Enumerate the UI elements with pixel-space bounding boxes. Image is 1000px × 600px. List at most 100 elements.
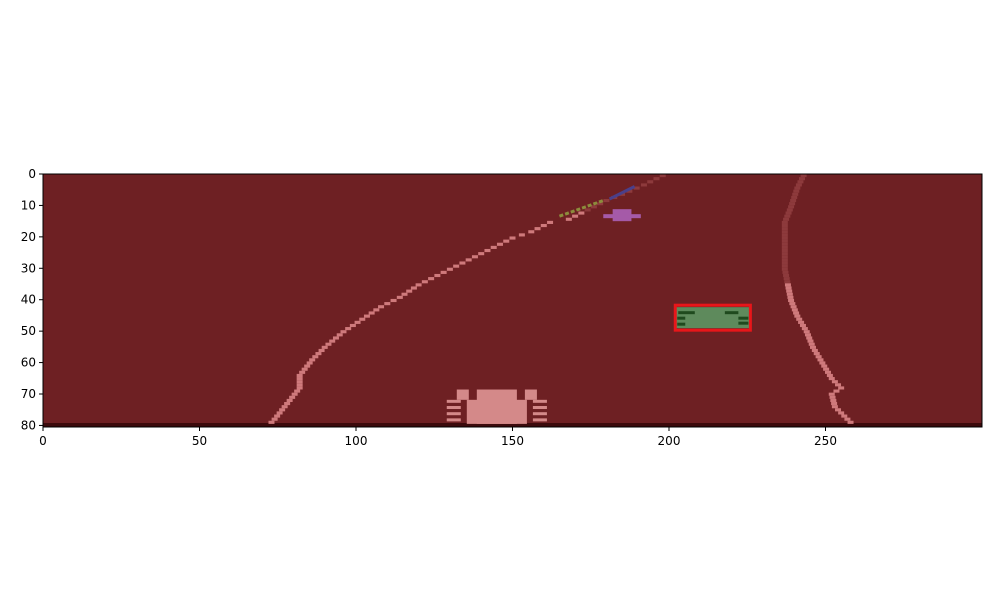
left-lane-segment (626, 189, 633, 193)
right-lane-segment (806, 336, 813, 340)
y-tick-label: 80 (21, 418, 36, 432)
x-tick-label: 100 (345, 434, 368, 448)
left-lane-segment (603, 198, 610, 203)
right-lane-segment (781, 236, 788, 240)
right-lane-segment (785, 286, 792, 290)
right-lane-segment (825, 370, 832, 374)
y-tick-label: 70 (21, 387, 36, 401)
left-lane-segment (547, 220, 554, 224)
left-lane-segment (572, 214, 579, 218)
left-lane-segment (415, 283, 422, 287)
left-lane-segment (325, 342, 332, 346)
y-tick-label: 20 (21, 230, 36, 244)
left-lane-segment (597, 202, 604, 206)
left-lane-segment (647, 180, 654, 184)
right-lane-segment (807, 339, 814, 343)
right-lane-segment (783, 277, 790, 281)
right-lane-segment (794, 186, 801, 190)
left-lane-segment (578, 211, 585, 215)
left-lane-segment (540, 223, 547, 228)
right-lane-segment (821, 364, 828, 368)
player-car-wheel-left (446, 399, 461, 403)
left-lane-segment (406, 289, 413, 293)
left-lane-segment (659, 174, 666, 178)
left-lane-segment (471, 255, 478, 259)
left-lane-segment (410, 286, 417, 290)
road-bottom-edge (43, 423, 982, 427)
right-lane-segment (798, 320, 805, 324)
left-lane-segment (653, 177, 660, 181)
left-lane-segment (490, 245, 497, 249)
left-lane-segment (294, 389, 301, 393)
left-lane-segment (289, 395, 296, 399)
left-lane-segment (421, 280, 428, 284)
left-lane-segment (340, 330, 347, 334)
right-lane-segment (790, 305, 797, 309)
right-lane-segment (781, 258, 788, 262)
green-car-stripe (677, 322, 686, 326)
left-lane-segment (396, 295, 403, 299)
right-lane-segment (828, 392, 835, 396)
right-lane-segment (781, 242, 788, 246)
left-lane-segment (428, 277, 435, 281)
y-tick-label: 50 (21, 324, 36, 338)
left-lane-segment (465, 258, 472, 262)
right-lane-segment (828, 377, 835, 381)
left-lane-segment (268, 420, 275, 424)
right-lane-segment (813, 352, 820, 356)
player-car-wheel-left (446, 406, 461, 410)
left-lane-segment (378, 305, 385, 309)
left-lane-segment (301, 367, 308, 371)
left-lane-segment (299, 370, 306, 374)
road-surface (43, 174, 982, 427)
left-lane-segment (296, 383, 303, 387)
right-lane-segment (784, 214, 791, 218)
right-lane-segment (829, 395, 836, 399)
right-lane-segment (803, 330, 810, 334)
right-lane-segment (781, 264, 788, 268)
left-lane-segment (633, 186, 640, 190)
player-car-wheel-right (532, 399, 547, 403)
right-lane-segment (838, 411, 845, 415)
green-car-stripe (724, 311, 739, 315)
left-lane-segment (584, 208, 591, 212)
left-lane-segment (315, 352, 322, 356)
right-lane-segment (835, 383, 842, 387)
x-tick-label: 200 (658, 434, 681, 448)
right-lane-segment (800, 174, 807, 178)
left-lane-segment (503, 239, 510, 243)
left-lane-segment (296, 380, 303, 384)
right-lane-segment (838, 386, 845, 390)
right-lane-segment (808, 342, 815, 346)
left-lane-marking (268, 174, 666, 424)
right-lane-segment (826, 373, 833, 378)
left-lane-segment (291, 392, 298, 396)
left-lane-segment (296, 386, 303, 390)
right-lane-segment (795, 183, 802, 187)
distant-blue-car (608, 185, 636, 201)
right-lane-segment (815, 355, 822, 359)
x-tick-label: 50 (192, 434, 207, 448)
right-lane-segment (804, 333, 811, 337)
right-lane-segment (811, 348, 818, 353)
game-frame (42, 173, 983, 428)
target-bounding-box (673, 303, 752, 332)
right-lane-segment (809, 345, 816, 349)
left-lane-segment (590, 205, 597, 209)
player-car-front-right (524, 389, 537, 400)
right-lane-segment (793, 311, 800, 315)
x-axis: 0 50 100 150 200 250 (39, 427, 837, 448)
right-lane-segment (791, 308, 798, 312)
right-lane-segment (784, 280, 791, 284)
green-car-stripe (678, 311, 695, 315)
right-lane-segment (797, 180, 804, 184)
left-lane-segment (321, 345, 328, 349)
left-lane-segment (276, 411, 283, 415)
y-tick-label: 30 (21, 261, 36, 275)
left-lane-segment (354, 320, 361, 324)
right-lane-segment (782, 270, 789, 274)
right-lane-segment (844, 417, 851, 421)
right-lane-segment (781, 239, 788, 243)
right-lane-segment (781, 245, 788, 249)
